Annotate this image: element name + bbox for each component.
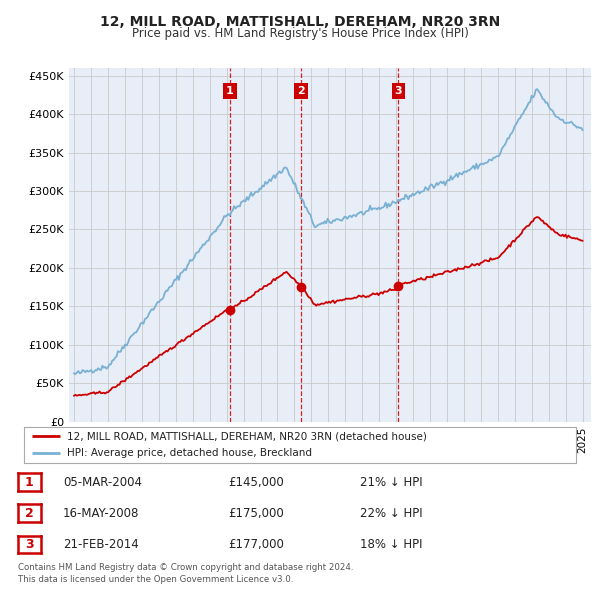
Text: 18% ↓ HPI: 18% ↓ HPI xyxy=(360,538,422,551)
Text: £145,000: £145,000 xyxy=(228,476,284,489)
Text: £177,000: £177,000 xyxy=(228,538,284,551)
Text: This data is licensed under the Open Government Licence v3.0.: This data is licensed under the Open Gov… xyxy=(18,575,293,584)
Text: 12, MILL ROAD, MATTISHALL, DEREHAM, NR20 3RN: 12, MILL ROAD, MATTISHALL, DEREHAM, NR20… xyxy=(100,15,500,29)
Text: 2: 2 xyxy=(297,86,305,96)
Text: Contains HM Land Registry data © Crown copyright and database right 2024.: Contains HM Land Registry data © Crown c… xyxy=(18,563,353,572)
Text: 3: 3 xyxy=(394,86,402,96)
Text: HPI: Average price, detached house, Breckland: HPI: Average price, detached house, Brec… xyxy=(67,448,312,458)
Text: 05-MAR-2004: 05-MAR-2004 xyxy=(63,476,142,489)
Text: 2: 2 xyxy=(25,507,34,520)
Text: 21-FEB-2014: 21-FEB-2014 xyxy=(63,538,139,551)
Text: 16-MAY-2008: 16-MAY-2008 xyxy=(63,507,139,520)
Text: Price paid vs. HM Land Registry's House Price Index (HPI): Price paid vs. HM Land Registry's House … xyxy=(131,27,469,40)
Text: 1: 1 xyxy=(25,476,34,489)
Text: £175,000: £175,000 xyxy=(228,507,284,520)
Text: 3: 3 xyxy=(25,538,34,551)
Text: 22% ↓ HPI: 22% ↓ HPI xyxy=(360,507,422,520)
Text: 21% ↓ HPI: 21% ↓ HPI xyxy=(360,476,422,489)
Text: 1: 1 xyxy=(226,86,234,96)
Text: 12, MILL ROAD, MATTISHALL, DEREHAM, NR20 3RN (detached house): 12, MILL ROAD, MATTISHALL, DEREHAM, NR20… xyxy=(67,431,427,441)
